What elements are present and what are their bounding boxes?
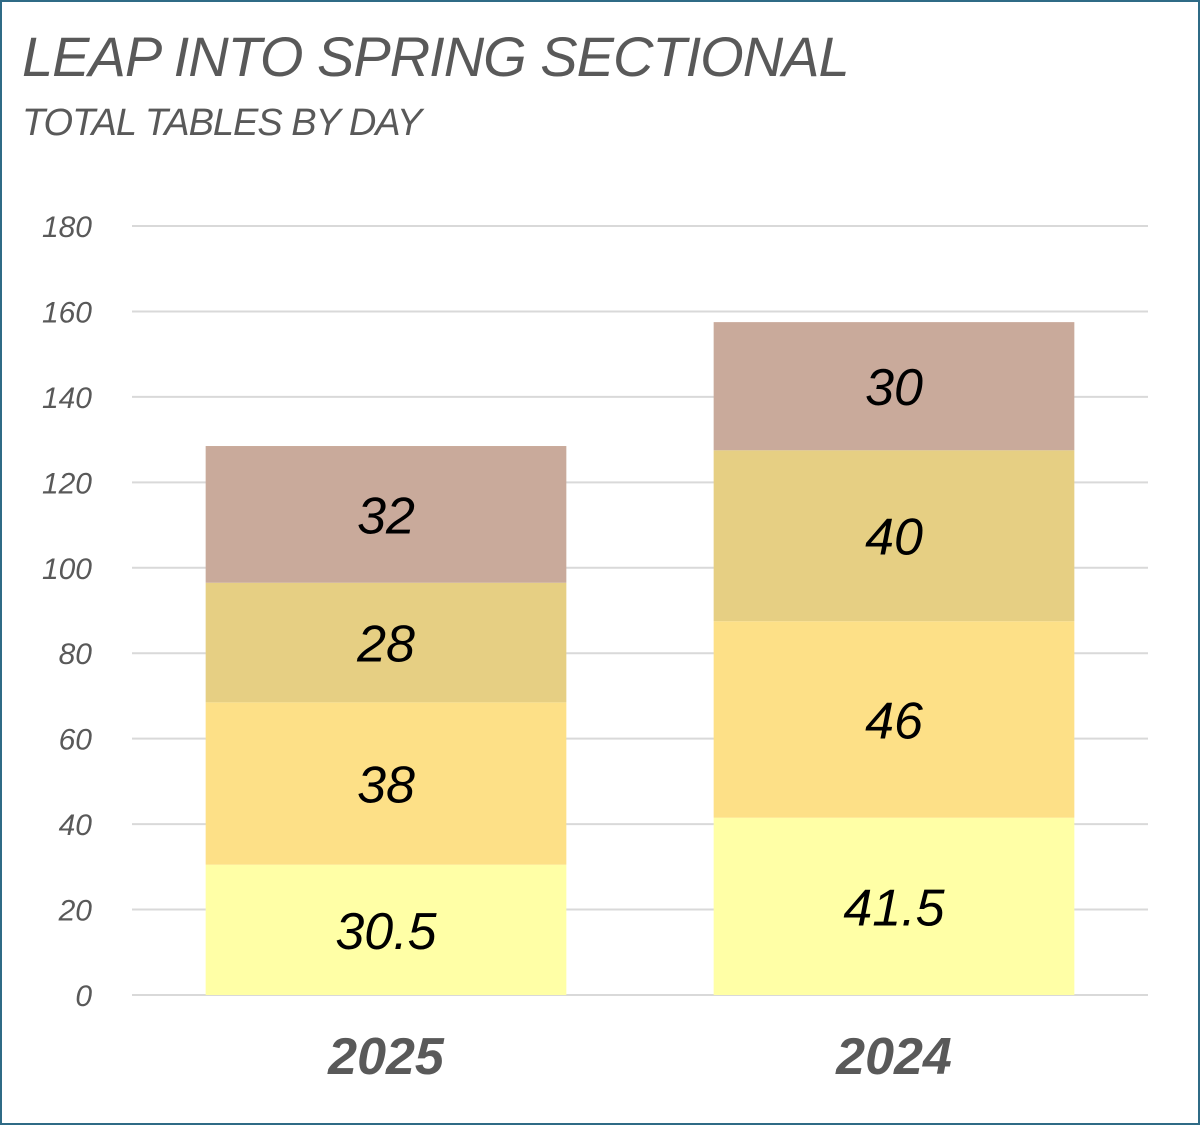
y-tick-label: 160 [42, 296, 92, 329]
data-label: 30 [865, 359, 923, 417]
data-label: 41.5 [843, 879, 945, 937]
bar-segment [713, 322, 1075, 451]
category-label: 2024 [835, 1028, 952, 1086]
y-tick-label: 60 [59, 724, 93, 757]
data-labels: 30.5 38 28 32 41.5 46 40 30 [335, 359, 945, 961]
data-label: 40 [865, 509, 923, 567]
y-axis-ticks: 0 20 40 60 80 100 120 140 160 180 [42, 211, 92, 1013]
bar-segment [713, 450, 1075, 622]
y-tick-label: 100 [42, 553, 92, 586]
bar-segment [205, 864, 567, 995]
y-tick-label: 80 [59, 638, 93, 671]
bar-segment [713, 817, 1075, 995]
data-label: 32 [357, 487, 415, 545]
y-tick-label: 40 [59, 809, 93, 842]
y-tick-label: 20 [58, 895, 93, 928]
y-tick-label: 140 [42, 382, 92, 415]
data-label: 38 [357, 757, 415, 815]
bar-segment [205, 702, 567, 865]
y-tick-label: 180 [42, 211, 92, 244]
category-label: 2025 [327, 1028, 445, 1086]
chart-title: LEAP INTO SPRING SECTIONAL [22, 25, 850, 88]
x-axis-categories: 2025 2024 [327, 1028, 952, 1086]
data-label: 28 [356, 616, 415, 674]
data-label: 46 [865, 692, 923, 750]
bar-segment [205, 446, 567, 583]
bar-segment [205, 582, 567, 703]
y-tick-label: 0 [75, 980, 92, 1013]
data-label: 30.5 [335, 903, 437, 961]
chart-subtitle: TOTAL TABLES BY DAY [22, 102, 422, 144]
y-tick-label: 120 [42, 467, 92, 500]
bar-segment [713, 621, 1075, 818]
bars [205, 322, 1075, 995]
